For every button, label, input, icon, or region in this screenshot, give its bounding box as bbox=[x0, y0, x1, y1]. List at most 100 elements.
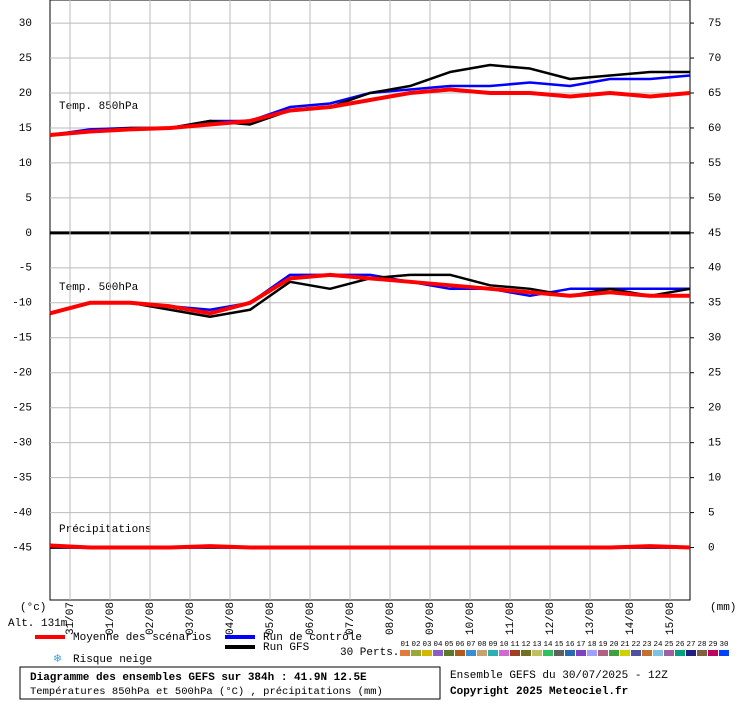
perturbation-label: 08 bbox=[477, 641, 486, 649]
y2-tick-label: 75 bbox=[708, 18, 721, 30]
y-tick-label: 25 bbox=[19, 53, 32, 65]
perturbation-swatch bbox=[400, 650, 410, 656]
legend-label: Run GFS bbox=[263, 642, 310, 654]
perturbation-label: 27 bbox=[686, 641, 695, 649]
y2-tick-label: 45 bbox=[708, 228, 721, 240]
x-tick-label: 04/08 bbox=[225, 602, 237, 635]
perturbations-label: 30 Perts. bbox=[340, 647, 399, 659]
perturbation-swatch bbox=[455, 650, 465, 656]
perturbation-swatch bbox=[719, 650, 729, 656]
perturbation-swatch bbox=[598, 650, 608, 656]
x-tick-label: 11/08 bbox=[505, 602, 517, 635]
perturbation-swatch bbox=[532, 650, 542, 656]
snow-icon: ❄ bbox=[53, 653, 62, 666]
perturbation-swatch bbox=[499, 650, 509, 656]
perturbation-label: 16 bbox=[565, 641, 575, 649]
perturbation-swatch bbox=[521, 650, 531, 656]
y-tick-label: 30 bbox=[19, 18, 32, 30]
panel-label: Temp. 850hPa bbox=[59, 101, 139, 113]
y2-unit: (mm) bbox=[710, 602, 736, 614]
perturbation-label: 19 bbox=[598, 641, 607, 649]
perturbation-label: 02 bbox=[411, 641, 420, 649]
x-tick-label: 31/07 bbox=[65, 602, 77, 635]
x-tick-label: 03/08 bbox=[185, 602, 197, 635]
y-tick-label: -5 bbox=[19, 263, 32, 275]
perturbation-swatch bbox=[587, 650, 597, 656]
y-tick-label: -10 bbox=[12, 298, 32, 310]
perturbation-label: 29 bbox=[708, 641, 717, 649]
perturbation-label: 14 bbox=[543, 641, 553, 649]
perturbation-swatch bbox=[422, 650, 432, 656]
x-tick-label: 14/08 bbox=[625, 602, 637, 635]
x-tick-label: 12/08 bbox=[545, 602, 557, 635]
perturbation-label: 10 bbox=[499, 641, 509, 649]
perturbation-label: 25 bbox=[664, 641, 674, 649]
panel-label: Précipitations bbox=[59, 524, 151, 536]
perturbation-swatch bbox=[653, 650, 663, 656]
y-tick-label: -25 bbox=[12, 403, 32, 415]
y2-tick-label: 50 bbox=[708, 193, 721, 205]
perturbation-swatch bbox=[444, 650, 454, 656]
perturbation-label: 24 bbox=[653, 641, 663, 649]
perturbation-swatch bbox=[697, 650, 707, 656]
perturbation-label: 28 bbox=[697, 641, 706, 649]
perturbation-label: 21 bbox=[620, 641, 630, 649]
plot-area bbox=[49, 0, 691, 601]
perturbation-label: 07 bbox=[466, 641, 475, 649]
perturbation-label: 01 bbox=[400, 641, 410, 649]
perturbation-label: 17 bbox=[576, 641, 585, 649]
y2-tick-label: 55 bbox=[708, 158, 721, 170]
y-tick-label: -40 bbox=[12, 507, 32, 519]
perturbation-swatch bbox=[675, 650, 685, 656]
footer-copyright: Copyright 2025 Meteociel.fr bbox=[450, 686, 628, 698]
altitude: Alt. 131m bbox=[8, 618, 68, 630]
perturbation-swatch bbox=[477, 650, 487, 656]
perturbation-label: 12 bbox=[521, 641, 530, 649]
x-tick-label: 08/08 bbox=[385, 602, 397, 635]
snow-label: Risque neige bbox=[73, 654, 152, 666]
y2-tick-label: 60 bbox=[708, 123, 721, 135]
y-unit: (°c) bbox=[20, 602, 46, 614]
perturbation-label: 06 bbox=[455, 641, 465, 649]
x-tick-label: 15/08 bbox=[665, 602, 677, 635]
y-tick-label: 20 bbox=[19, 88, 32, 100]
perturbation-swatch bbox=[708, 650, 718, 656]
panel-label: Temp. 500hPa bbox=[59, 282, 139, 294]
y-tick-label: -35 bbox=[12, 473, 32, 485]
y-tick-label: 5 bbox=[25, 193, 32, 205]
y2-tick-label: 5 bbox=[708, 507, 715, 519]
perturbation-swatch bbox=[631, 650, 641, 656]
perturbation-label: 11 bbox=[510, 641, 520, 649]
footer-box bbox=[19, 666, 441, 700]
perturbation-swatch bbox=[576, 650, 586, 656]
x-tick-label: 01/08 bbox=[105, 602, 117, 635]
y-tick-label: 0 bbox=[25, 228, 32, 240]
y2-tick-label: 70 bbox=[708, 53, 721, 65]
y-tick-label: -15 bbox=[12, 333, 32, 345]
perturbation-swatch bbox=[488, 650, 498, 656]
perturbation-label: 05 bbox=[444, 641, 454, 649]
y2-tick-label: 25 bbox=[708, 368, 721, 380]
perturbation-swatch bbox=[642, 650, 652, 656]
perturbation-label: 26 bbox=[675, 641, 685, 649]
perturbation-label: 20 bbox=[609, 641, 619, 649]
x-tick-label: 13/08 bbox=[585, 602, 597, 635]
perturbation-label: 18 bbox=[587, 641, 596, 649]
series-line bbox=[49, 272, 690, 316]
perturbation-label: 22 bbox=[631, 641, 640, 649]
x-tick-label: 06/08 bbox=[305, 602, 317, 635]
y2-tick-label: 15 bbox=[708, 438, 721, 450]
perturbation-swatch bbox=[433, 650, 443, 656]
y-tick-label: -45 bbox=[12, 542, 32, 554]
perturbation-swatch bbox=[664, 650, 674, 656]
x-tick-label: 10/08 bbox=[465, 602, 477, 635]
perturbation-swatch bbox=[686, 650, 696, 656]
y2-tick-label: 0 bbox=[708, 542, 715, 554]
y-tick-label: -20 bbox=[12, 368, 32, 380]
y2-tick-label: 30 bbox=[708, 333, 721, 345]
perturbation-swatch bbox=[543, 650, 553, 656]
y2-tick-label: 40 bbox=[708, 263, 721, 275]
perturbation-label: 04 bbox=[433, 641, 443, 649]
series-line bbox=[49, 543, 691, 550]
series-line bbox=[49, 87, 691, 137]
